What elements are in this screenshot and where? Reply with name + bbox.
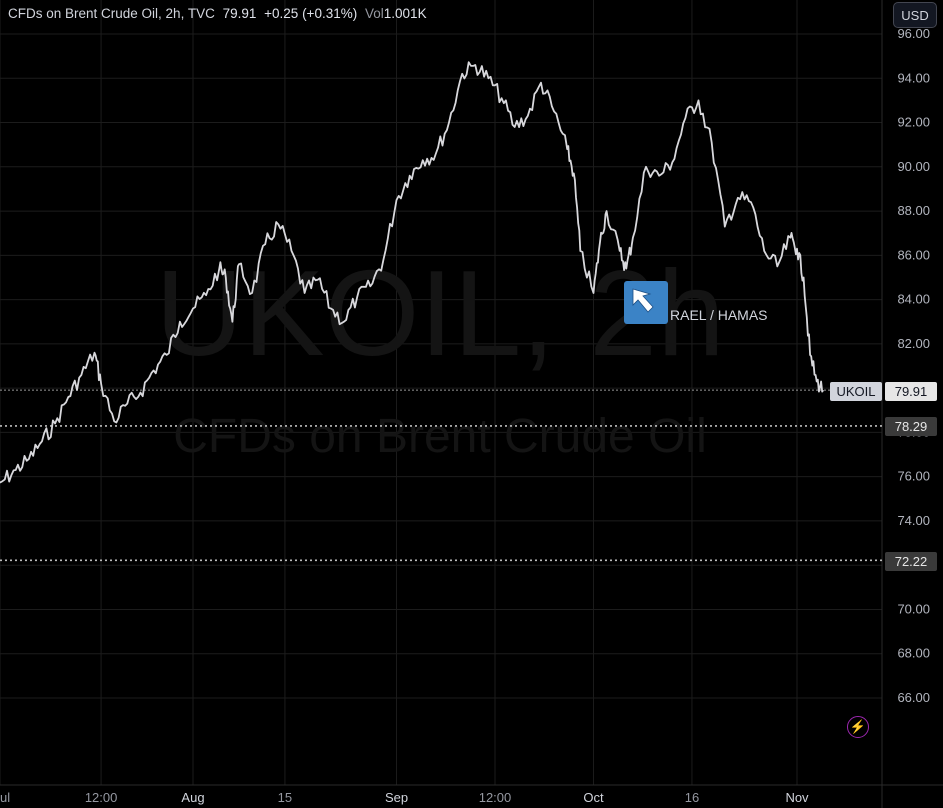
price-line[interactable] <box>0 61 825 494</box>
x-tick-label: Aug <box>181 790 204 805</box>
x-tick-label: 12:00 <box>85 790 118 805</box>
y-tick-label: 92.00 <box>897 115 930 130</box>
symbol-label: UKOIL <box>836 384 875 399</box>
annotation-label: RAEL / HAMAS <box>670 307 768 323</box>
y-tick-label: 84.00 <box>897 292 930 307</box>
y-tick-label: 76.00 <box>897 469 930 484</box>
y-tick-label: 82.00 <box>897 336 930 351</box>
x-tick-label: 12:00 <box>479 790 512 805</box>
x-tick-label: 15 <box>278 790 292 805</box>
level-1-label-box <box>885 417 937 436</box>
x-tick-label: 16 <box>685 790 699 805</box>
y-tick-label: 86.00 <box>897 247 930 262</box>
annotation-marker[interactable] <box>624 281 668 324</box>
x-tick-label: Nov <box>785 790 809 805</box>
level-2-label-box <box>885 552 937 571</box>
currency-button[interactable]: USD <box>893 2 937 28</box>
lightning-bolt-icon[interactable]: ⚡ <box>847 716 869 738</box>
volume-value: 1.001K <box>383 6 427 21</box>
y-tick-label: 68.00 <box>897 646 930 661</box>
volume-label: Vol <box>365 6 384 21</box>
y-tick-label: 88.00 <box>897 203 930 218</box>
cursor-arrow-icon <box>632 288 654 313</box>
y-tick-label: 96.00 <box>897 26 930 41</box>
level-1-label: 78.29 <box>895 419 928 434</box>
y-tick-label: 74.00 <box>897 513 930 528</box>
y-tick-label: 70.00 <box>897 601 930 616</box>
level-2-label: 72.22 <box>895 554 928 569</box>
current-price: 79.91 <box>222 6 257 21</box>
last-price-label-box <box>885 382 937 401</box>
symbol-label-box <box>830 382 882 401</box>
y-tick-label: 66.00 <box>897 690 930 705</box>
x-tick-label: Oct <box>583 790 604 805</box>
symbol-title: CFDs on Brent Crude Oil, 2h, TVC <box>8 6 215 21</box>
last-price-label: 79.91 <box>895 384 928 399</box>
chart-header: CFDs on Brent Crude Oil, 2h, TVC 79.91 +… <box>8 6 431 21</box>
x-tick-label: ul <box>0 790 10 805</box>
watermark-description: CFDs on Brent Crude Oil <box>173 410 707 463</box>
x-tick-label: Sep <box>385 790 408 805</box>
y-tick-label: 90.00 <box>897 159 930 174</box>
y-tick-label: 94.00 <box>897 70 930 85</box>
price-change: +0.25 (+0.31%) <box>264 6 358 21</box>
